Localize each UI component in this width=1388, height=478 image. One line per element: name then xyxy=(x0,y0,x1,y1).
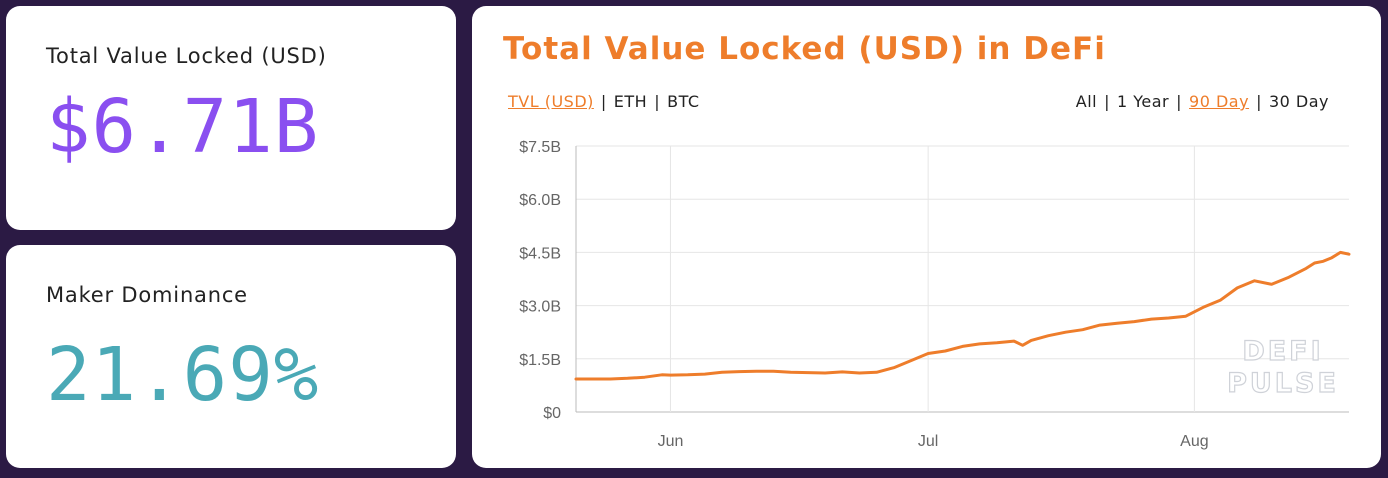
separator: | xyxy=(654,92,661,111)
maker-dominance-card: Maker Dominance 21.69% xyxy=(6,245,456,468)
tvl-stat-value: $6.71B xyxy=(46,84,320,170)
defi-pulse-watermark: DEFI PULSE xyxy=(1226,335,1339,399)
separator: | xyxy=(1176,92,1183,111)
tvl-stat-card: Total Value Locked (USD) $6.71B xyxy=(6,6,456,230)
watermark-line-1: DEFI xyxy=(1242,336,1323,367)
separator: | xyxy=(600,92,607,111)
tvl-chart-card: Total Value Locked (USD) in DeFi TVL (US… xyxy=(472,6,1381,468)
tvl-series-line xyxy=(574,250,1351,381)
axes: $0 $1.5B $3.0B $4.5B $6.0B $7.5B Jun Jul Aug xyxy=(519,139,1208,450)
toggle-tvl-usd[interactable]: TVL (USD) xyxy=(508,92,594,111)
range-30-day[interactable]: 30 Day xyxy=(1268,92,1329,111)
y-tick-label: $3.0B xyxy=(519,299,561,316)
x-tick-label: Jun xyxy=(658,433,684,450)
range-90-day[interactable]: 90 Day xyxy=(1189,92,1250,111)
maker-dominance-value: 21.69% xyxy=(46,332,320,418)
series-layer xyxy=(574,250,1351,381)
y-tick-label: $7.5B xyxy=(519,139,561,156)
range-1-year[interactable]: 1 Year xyxy=(1116,92,1170,111)
x-tick-label: Aug xyxy=(1180,433,1208,450)
separator: | xyxy=(1256,92,1262,111)
toggle-eth[interactable]: ETH xyxy=(613,92,648,111)
maker-dominance-label: Maker Dominance xyxy=(46,283,248,307)
toggle-btc[interactable]: BTC xyxy=(667,92,700,111)
y-tick-label: $6.0B xyxy=(519,192,561,209)
x-tick-label: Jul xyxy=(918,433,938,450)
y-tick-label: $1.5B xyxy=(519,352,561,369)
separator: | xyxy=(1104,92,1110,111)
y-tick-label: $0 xyxy=(543,405,561,422)
y-tick-label: $4.5B xyxy=(519,245,561,262)
grid-lines xyxy=(576,145,1349,413)
range-all[interactable]: All xyxy=(1075,92,1098,111)
watermark-line-2: PULSE xyxy=(1227,368,1339,399)
currency-toggle-group: TVL (USD) | ETH | BTC xyxy=(508,92,700,111)
range-toggle-group: All | 1 Year | 90 Day | 30 Day xyxy=(1076,92,1329,111)
chart-title: Total Value Locked (USD) in DeFi xyxy=(503,31,1106,67)
tvl-line-chart[interactable]: $0 $1.5B $3.0B $4.5B $6.0B $7.5B Jun Jul Aug DEF… xyxy=(472,6,1381,468)
tvl-stat-label: Total Value Locked (USD) xyxy=(46,44,327,68)
